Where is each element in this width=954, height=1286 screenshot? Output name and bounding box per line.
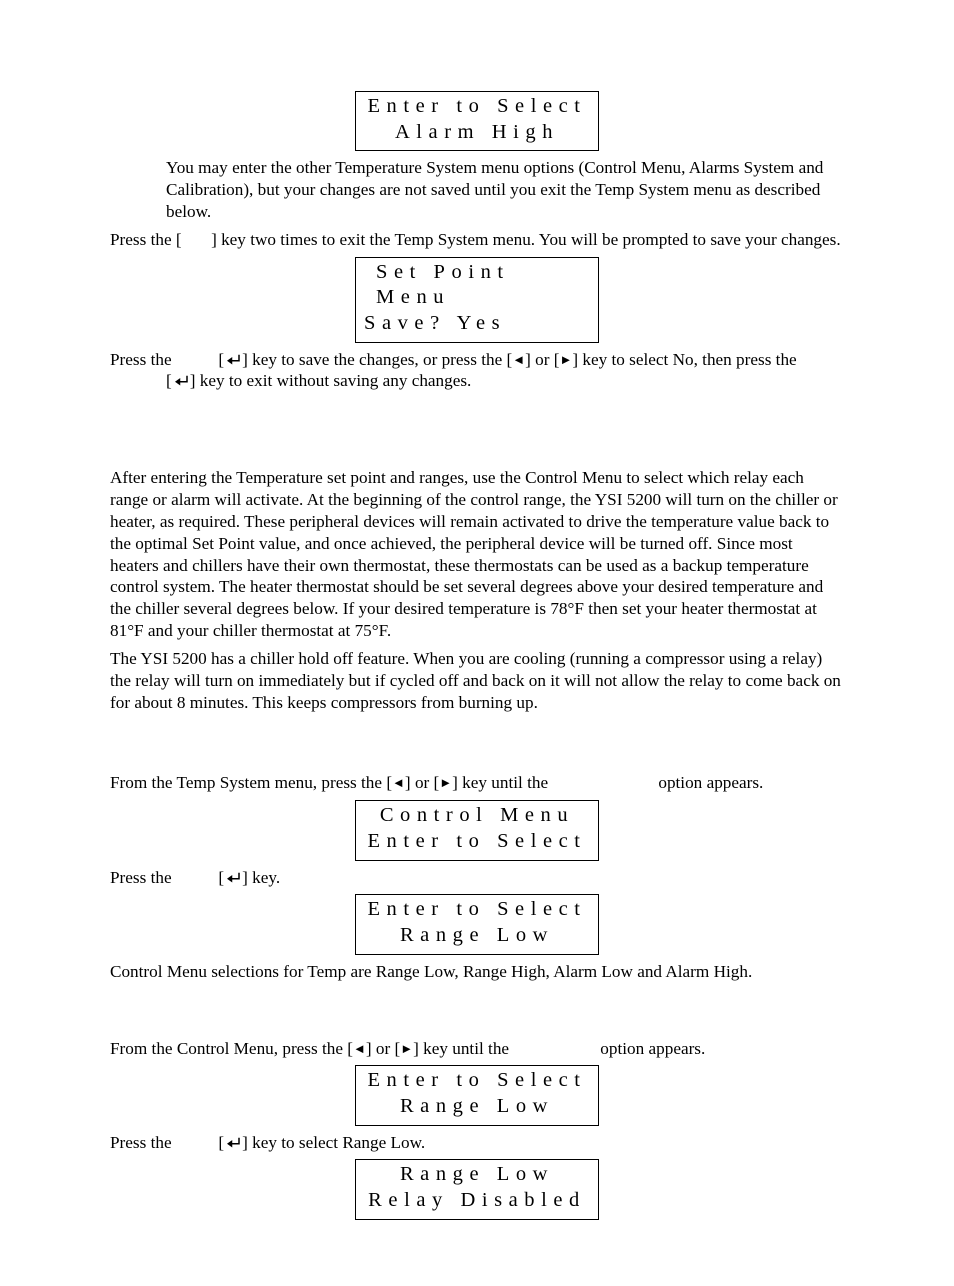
hidden-label: Enter xyxy=(176,1148,178,1149)
text-run: ] or [ xyxy=(366,1039,400,1058)
enter-icon xyxy=(224,353,242,367)
left-arrow-icon: ◄ xyxy=(392,775,405,790)
lcd-line: Enter to Select xyxy=(364,829,590,855)
enter-icon xyxy=(224,871,242,885)
paragraph: Press the Enter [ ] key to select Range L… xyxy=(110,1132,844,1154)
paragraph: From the Control Menu, press the [◄] or … xyxy=(110,1038,844,1060)
paragraph: Press the [Esc ] key two times to exit th… xyxy=(110,229,844,251)
hidden-option: Control Menu xyxy=(552,788,558,789)
left-arrow-icon: ◄ xyxy=(353,1041,366,1056)
left-arrow-icon: ◄ xyxy=(512,352,525,367)
paragraph: After entering the Temperature set point… xyxy=(110,467,844,642)
lcd-box-control-menu: Control Menu Enter to Select xyxy=(355,800,599,860)
lcd-line: Enter to Select xyxy=(364,1068,590,1094)
paragraph: The YSI 5200 has a chiller hold off feat… xyxy=(110,648,844,714)
lcd-box-range-low-1: Enter to Select Range Low xyxy=(355,894,599,954)
hidden-option: Range Low xyxy=(513,1054,518,1055)
lcd-line: Save? Yes xyxy=(364,311,590,337)
text-run: Press the xyxy=(110,1133,176,1152)
text-run: ] key. xyxy=(242,868,280,887)
paragraph: Press the Enter [ ] key to save the chang… xyxy=(110,349,844,393)
lcd-line: Set Point Menu xyxy=(364,260,590,311)
text-run: ] key two times to exit the Temp System … xyxy=(211,230,841,249)
lcd-line: Range Low xyxy=(364,1162,590,1188)
lcd-box-range-low-2: Enter to Select Range Low xyxy=(355,1065,599,1125)
lcd-box-save-prompt: Set Point Menu Save? Yes xyxy=(355,257,599,343)
text-run: Press the xyxy=(110,350,176,369)
lcd-line: Relay Disabled xyxy=(364,1188,590,1214)
lcd-line: Control Menu xyxy=(364,803,590,829)
lcd-line: Enter to Select xyxy=(364,897,590,923)
text-run: ] key to exit without saving any changes… xyxy=(190,371,472,390)
paragraph: Press the Enter [ ] key. xyxy=(110,867,844,889)
sub-heading-range-low: Range Low xyxy=(110,1005,844,1006)
paragraph: From the Temp System menu, press the [◄]… xyxy=(110,772,844,794)
text-run: [ xyxy=(214,1133,224,1152)
hidden-label: Enter xyxy=(176,883,178,884)
text-run: ] key to save the changes, or press the … xyxy=(242,350,512,369)
lcd-box-relay-disabled: Range Low Relay Disabled xyxy=(355,1159,599,1219)
text-run: ] key to select No, then press the xyxy=(572,350,796,369)
text-run: [ xyxy=(214,350,224,369)
enter-icon xyxy=(224,1136,242,1150)
text-run: ] or [ xyxy=(405,773,439,792)
lcd-line: Range Low xyxy=(364,1094,590,1120)
lcd-line: Enter to Select xyxy=(364,94,590,120)
text-run: ] key to select Range Low. xyxy=(242,1133,425,1152)
text-run: option appears. xyxy=(596,1039,705,1058)
right-arrow-icon: ► xyxy=(559,352,572,367)
text-run: ] or [ xyxy=(525,350,559,369)
right-arrow-icon: ► xyxy=(400,1041,413,1056)
text-run: From the Temp System menu, press the [ xyxy=(110,773,392,792)
hidden-label: Enter xyxy=(176,365,178,366)
text-run: Press the [ xyxy=(110,230,182,249)
text-run: ] key until the xyxy=(452,773,552,792)
text-run: Press the xyxy=(110,868,176,887)
paragraph: Control Menu selections for Temp are Ran… xyxy=(110,961,844,983)
enter-icon xyxy=(172,374,190,388)
lcd-line: Alarm High xyxy=(364,120,590,146)
hidden-label: Esc xyxy=(182,245,183,246)
paragraph: You may enter the other Temperature Syst… xyxy=(166,157,844,223)
text-run: [ xyxy=(214,868,224,887)
lcd-box-alarm-high: Enter to Select Alarm High xyxy=(355,91,599,151)
text-run: option appears. xyxy=(654,773,763,792)
lcd-line: Range Low xyxy=(364,923,590,949)
section-heading-control-menu: Control Menu xyxy=(110,420,844,421)
right-arrow-icon: ► xyxy=(439,775,452,790)
page: Enter to Select Alarm High You may enter… xyxy=(0,0,954,1286)
text-run: From the Control Menu, press the [ xyxy=(110,1039,353,1058)
sub-heading-go-control: Go To Control Menu xyxy=(110,735,844,736)
text-run: ] key until the xyxy=(413,1039,513,1058)
